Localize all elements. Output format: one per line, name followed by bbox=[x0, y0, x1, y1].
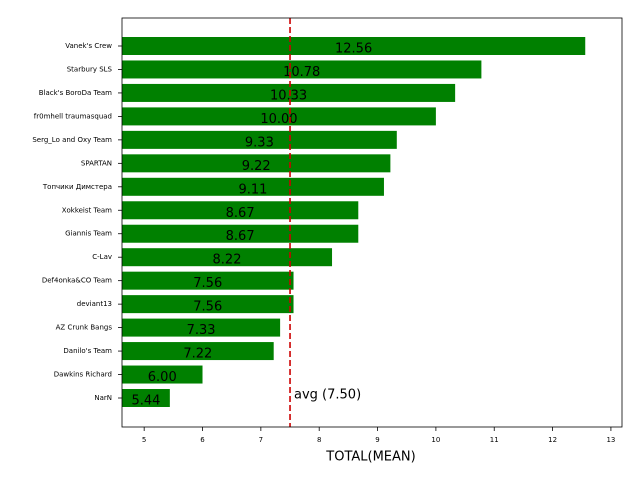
y-tick-label: Топчики Димстера bbox=[42, 183, 112, 191]
value-label: 9.11 bbox=[239, 182, 268, 197]
value-label: 10.33 bbox=[270, 88, 307, 103]
value-label: 7.56 bbox=[193, 300, 222, 315]
y-tick-label: Xokkeist Team bbox=[62, 206, 112, 214]
bar bbox=[122, 60, 482, 79]
y-tick-label: AZ Crunk Bangs bbox=[56, 324, 113, 332]
y-tick-label: Danilo's Team bbox=[63, 347, 112, 355]
value-label: 7.33 bbox=[187, 323, 216, 338]
value-label: 8.67 bbox=[226, 206, 255, 221]
x-tick-label: 12 bbox=[548, 436, 557, 444]
bar bbox=[122, 271, 294, 290]
value-label: 10.00 bbox=[260, 112, 297, 127]
value-label: 9.22 bbox=[242, 159, 271, 174]
bar bbox=[122, 177, 384, 196]
bar bbox=[122, 318, 281, 337]
y-tick-label: fr0mhell traumasquad bbox=[34, 112, 112, 120]
value-label: 10.78 bbox=[283, 65, 320, 80]
y-tick-label: Def4onka&CO Team bbox=[42, 277, 112, 285]
value-label: 7.22 bbox=[183, 347, 212, 362]
x-tick-label: 5 bbox=[142, 436, 146, 444]
x-tick-label: 9 bbox=[375, 436, 379, 444]
bar bbox=[122, 154, 391, 173]
y-tick-label: C-Lav bbox=[92, 253, 112, 261]
value-label: 6.00 bbox=[148, 370, 177, 385]
y-tick-label: deviant13 bbox=[77, 300, 112, 308]
y-tick-label: Starbury SLS bbox=[67, 65, 113, 73]
x-tick-label: 10 bbox=[431, 436, 440, 444]
bar bbox=[122, 365, 203, 384]
bar bbox=[122, 389, 170, 407]
value-label: 8.67 bbox=[226, 229, 255, 244]
value-label: 7.56 bbox=[193, 276, 222, 291]
x-axis-label: TOTAL(MEAN) bbox=[325, 450, 415, 465]
x-tick-label: 13 bbox=[606, 436, 615, 444]
x-tick-label: 11 bbox=[490, 436, 499, 444]
bar bbox=[122, 130, 397, 149]
value-label: 5.44 bbox=[131, 394, 160, 409]
bar bbox=[122, 37, 586, 55]
x-tick-label: 8 bbox=[317, 436, 321, 444]
y-tick-label: NarN bbox=[94, 394, 112, 402]
x-tick-label: 6 bbox=[200, 436, 205, 444]
bar bbox=[122, 342, 274, 361]
y-tick-label: Dawkins Richard bbox=[54, 371, 112, 379]
plot-frame bbox=[121, 17, 623, 428]
bar bbox=[122, 83, 456, 102]
y-tick-label: Serg_Lo and Oxy Team bbox=[32, 136, 112, 144]
bar bbox=[122, 107, 436, 126]
bar bbox=[122, 224, 359, 243]
average-label: avg (7.50) bbox=[294, 388, 361, 403]
y-tick-label: Vanek's Crew bbox=[65, 42, 112, 50]
y-tick-label: SPARTAN bbox=[81, 159, 112, 167]
x-tick-label: 7 bbox=[259, 436, 263, 444]
bar bbox=[122, 248, 333, 267]
bar bbox=[122, 201, 359, 220]
y-tick-label: Black's BoroDa Team bbox=[39, 89, 112, 97]
bar bbox=[122, 295, 294, 314]
value-label: 12.56 bbox=[335, 42, 372, 57]
y-tick-label: Giannis Team bbox=[65, 230, 112, 238]
value-label: 8.22 bbox=[213, 253, 242, 268]
value-label: 9.33 bbox=[245, 135, 274, 150]
